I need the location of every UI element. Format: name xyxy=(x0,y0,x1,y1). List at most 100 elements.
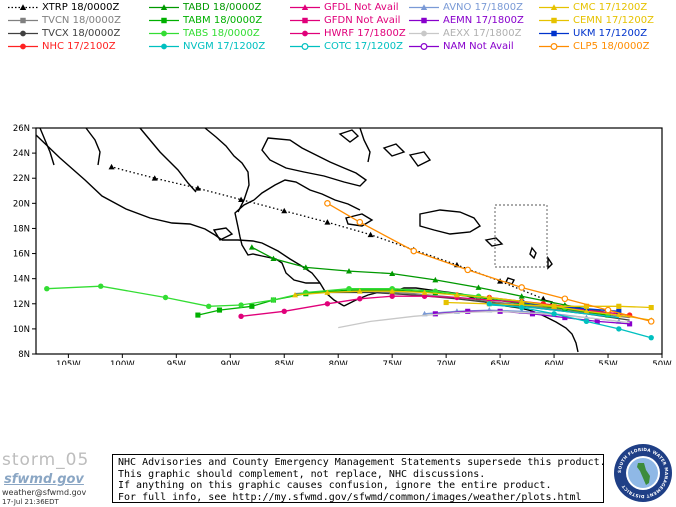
disclaimer-url-line[interactable]: For full info, see http://my.sfwmd.gov/s… xyxy=(118,491,582,503)
track-point xyxy=(410,247,418,255)
track-point xyxy=(357,296,363,302)
disclaimer-line: If anything on this graphic causes confu… xyxy=(118,480,552,492)
track-point xyxy=(627,321,633,327)
track-point xyxy=(248,244,255,250)
track-point xyxy=(615,312,622,318)
track-point xyxy=(465,308,471,314)
track-point xyxy=(432,276,439,283)
x-tick-label: 65W xyxy=(490,360,510,365)
track-point xyxy=(389,293,395,299)
legend-swatch xyxy=(539,17,569,24)
legend-swatch xyxy=(149,17,179,24)
legend-label: NAM Not Avail xyxy=(443,41,514,52)
legend-swatch xyxy=(8,17,38,24)
legend-label: HWRF 17/1800Z xyxy=(324,28,406,39)
track-point xyxy=(238,196,245,202)
sfwmd-seal-icon: SOUTH FLORIDA WATER MANAGEMENT DISTRICT xyxy=(614,444,672,502)
track-point xyxy=(647,318,655,325)
track-point xyxy=(432,288,439,294)
plot-frame xyxy=(35,127,663,355)
track-point xyxy=(324,301,331,307)
track-point xyxy=(367,231,374,238)
legend-swatch xyxy=(409,30,439,37)
legend-swatch xyxy=(409,43,439,50)
sfwmd-logo[interactable]: sfwmd.gov xyxy=(4,472,84,487)
legend-swatch xyxy=(290,4,320,11)
x-tick-label: 90W xyxy=(221,360,241,365)
y-tick-label: 26N xyxy=(13,124,30,134)
track-point xyxy=(518,293,525,299)
x-tick-label: 50W xyxy=(652,360,672,365)
legend-marker xyxy=(19,4,27,11)
track-point xyxy=(562,315,568,321)
legend-swatch xyxy=(539,4,569,11)
legend-swatch xyxy=(149,30,179,37)
track-point xyxy=(281,308,287,315)
legend-marker xyxy=(551,30,557,37)
track-point xyxy=(583,303,589,309)
track-point xyxy=(281,207,288,214)
track-point xyxy=(108,163,115,170)
legend-marker xyxy=(551,17,557,24)
track-point xyxy=(464,266,472,274)
y-tick-label: 20N xyxy=(13,199,30,209)
track-line xyxy=(197,289,609,316)
y-tick-label: 24N xyxy=(13,149,30,159)
track-point xyxy=(648,304,654,311)
legend-label: NHC 17/2100Z xyxy=(42,41,116,52)
track-series xyxy=(489,304,619,319)
legend-marker xyxy=(420,4,428,11)
coastline-map xyxy=(35,127,579,353)
x-tick-label: 70W xyxy=(437,360,457,365)
track-point xyxy=(346,286,352,292)
legend-swatch xyxy=(539,30,569,37)
track-point xyxy=(518,298,525,304)
branding: storm_05 sfwmd.gov weather@sfwmd.gov 17-… xyxy=(0,450,115,507)
y-tick-label: 22N xyxy=(13,174,30,184)
contact-email[interactable]: weather@sfwmd.gov xyxy=(2,488,87,497)
legend-label: GFDL Not Avail xyxy=(324,2,399,13)
track-point xyxy=(162,294,169,301)
track-point xyxy=(453,291,460,298)
track-point xyxy=(216,307,223,313)
y-tick-label: 8N xyxy=(18,350,30,360)
y-tick-label: 16N xyxy=(13,250,30,260)
legend-label: XTRP 18/0000Z xyxy=(42,2,120,13)
legend-marker xyxy=(302,17,308,24)
track-series xyxy=(324,200,655,325)
legend-marker xyxy=(161,43,167,50)
legend-label: AEMN 17/1800Z xyxy=(443,15,524,26)
track-point xyxy=(594,318,600,324)
x-tick-label: 55W xyxy=(598,360,618,365)
legend-swatch xyxy=(149,4,179,11)
track-line xyxy=(338,310,630,329)
track-point xyxy=(421,289,428,295)
track-point xyxy=(561,295,569,303)
y-tick-label: 18N xyxy=(13,224,30,234)
track-line xyxy=(111,166,544,300)
legend-label: CMC 17/1200Z xyxy=(573,2,648,13)
legend-marker xyxy=(20,43,26,50)
storm-id: storm_05 xyxy=(2,450,90,470)
legend-label: AVNO 17/1800Z xyxy=(443,2,523,13)
track-point xyxy=(616,303,622,309)
y-tick-label: 14N xyxy=(13,275,30,285)
legend-swatch xyxy=(409,17,439,24)
legend-marker xyxy=(301,4,309,11)
legend-marker xyxy=(161,17,167,24)
track-point xyxy=(302,264,309,270)
track-point xyxy=(249,303,255,309)
model-legend: XTRP 18/0000Z TABD 18/0000Z GFDL Not Avail… xyxy=(0,0,676,54)
legend-label: NVGM 17/1200Z xyxy=(183,41,266,52)
legend-marker xyxy=(160,4,168,11)
legend-marker xyxy=(421,17,427,24)
track-point xyxy=(356,218,364,226)
track-line xyxy=(327,202,652,323)
track-point xyxy=(194,185,201,191)
x-tick-label: 95W xyxy=(167,360,187,365)
legend-label: TABS 18/0000Z xyxy=(183,28,260,39)
legend-label: TVCN 18/0000Z xyxy=(42,15,121,26)
track-map: 105W 100W 95W 90W 85W 80W 75W 70W 65W 60W 55W 50W 8… xyxy=(13,124,672,365)
legend-label: UKM 17/1200Z xyxy=(573,28,648,39)
track-point xyxy=(389,288,396,294)
